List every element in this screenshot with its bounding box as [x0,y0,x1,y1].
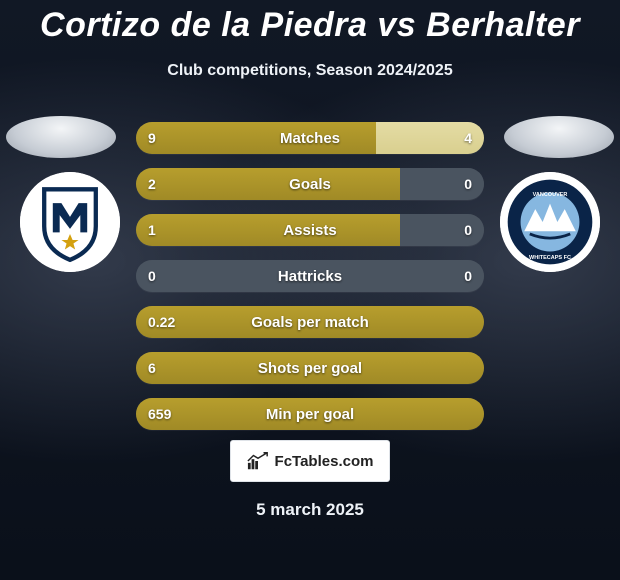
stat-row: Matches94 [136,122,484,154]
stat-bar-right [310,260,484,292]
monterrey-logo-icon [27,179,113,265]
stats-bars: Matches94 Goals20 Assists10 Hattricks00 Goal… [136,122,484,430]
date-caption: 5 march 2025 [0,500,620,520]
stat-row: Hattricks00 [136,260,484,292]
watermark: FcTables.com [230,440,390,482]
stat-bar-left [136,398,484,430]
subtitle: Club competitions, Season 2024/2025 [0,62,620,80]
svg-text:VANCOUVER: VANCOUVER [533,192,568,198]
fctables-logo-icon [247,451,269,471]
stat-row: Min per goal659 [136,398,484,430]
stat-bar-right [400,214,484,246]
stat-bar-left [136,306,484,338]
page-title: Cortizo de la Piedra vs Berhalter [0,6,620,45]
stat-bar-left [136,260,310,292]
stat-bar-left [136,122,376,154]
stat-row: Goals per match0.22 [136,306,484,338]
stat-bar-left [136,214,400,246]
watermark-text: FcTables.com [275,453,374,470]
stat-row: Shots per goal6 [136,352,484,384]
player-left-placeholder [6,116,116,158]
stat-row: Goals20 [136,168,484,200]
stat-bar-right [376,122,484,154]
stat-bar-right [400,168,484,200]
player-right-placeholder [504,116,614,158]
club-badge-right: VANCOUVER WHITECAPS FC [500,172,600,272]
stat-bar-left [136,168,400,200]
stat-row: Assists10 [136,214,484,246]
club-badge-left [20,172,120,272]
svg-text:WHITECAPS FC: WHITECAPS FC [529,255,571,261]
whitecaps-logo-icon: VANCOUVER WHITECAPS FC [504,176,596,268]
stat-bar-left [136,352,484,384]
